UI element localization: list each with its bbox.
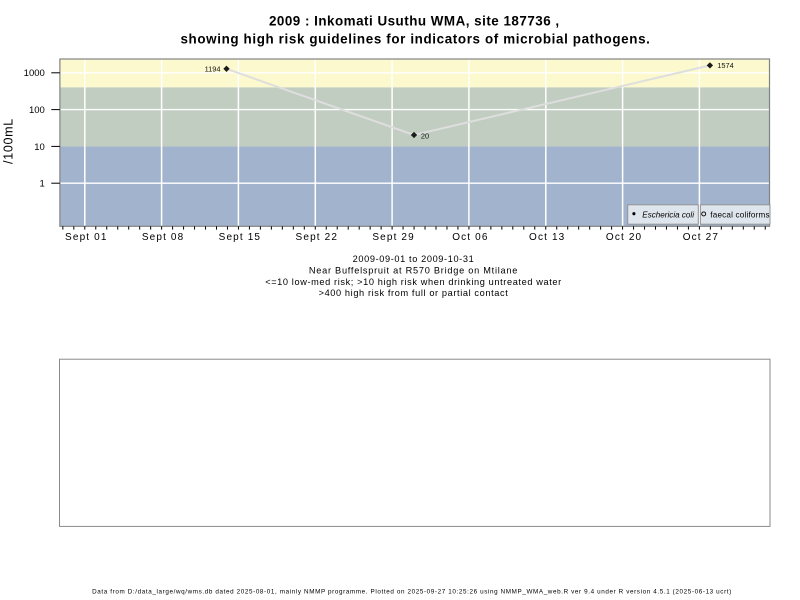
svg-text:Near Buffelspruit at R570 Brid: Near Buffelspruit at R570 Bridge on Mtil… [309, 265, 518, 275]
svg-text:>400 high risk from full or pa: >400 high risk from full or partial cont… [319, 288, 509, 298]
svg-text:Oct 27: Oct 27 [683, 232, 719, 243]
svg-text:1574: 1574 [717, 61, 733, 70]
svg-text:Sept 08: Sept 08 [142, 232, 185, 243]
svg-text:1: 1 [40, 179, 45, 190]
svg-text:faecal coliforms: faecal coliforms [710, 211, 769, 220]
svg-text:/100mL: /100mL [2, 118, 16, 164]
svg-text:Eschericia coli: Eschericia coli [642, 210, 694, 219]
svg-text:1194: 1194 [205, 64, 221, 73]
svg-text:showing high risk guidelines f: showing high risk guidelines for indicat… [180, 32, 650, 47]
svg-text:1000: 1000 [24, 68, 45, 79]
svg-text:Sept 15: Sept 15 [219, 232, 262, 243]
svg-text:2009 : Inkomati Usuthu WMA, si: 2009 : Inkomati Usuthu WMA, site 187736 … [269, 13, 560, 28]
svg-text:Sept 01: Sept 01 [65, 232, 108, 243]
svg-text:Sept 29: Sept 29 [372, 232, 415, 243]
svg-text:<=10 low-med risk; >10 high ri: <=10 low-med risk; >10 high risk when dr… [265, 277, 562, 287]
svg-text:20: 20 [421, 132, 429, 141]
svg-text:Oct 06: Oct 06 [452, 232, 488, 243]
svg-text:100: 100 [29, 105, 45, 116]
svg-text:Data from D:/data_large/wq/wms: Data from D:/data_large/wq/wms.db dated … [92, 589, 732, 596]
svg-text:Oct 13: Oct 13 [529, 232, 565, 243]
svg-text:2009-09-01 to 2009-10-31: 2009-09-01 to 2009-10-31 [353, 254, 475, 264]
svg-text:10: 10 [34, 142, 45, 153]
svg-text:Oct 20: Oct 20 [606, 232, 642, 243]
svg-text:Sept 22: Sept 22 [296, 232, 339, 243]
